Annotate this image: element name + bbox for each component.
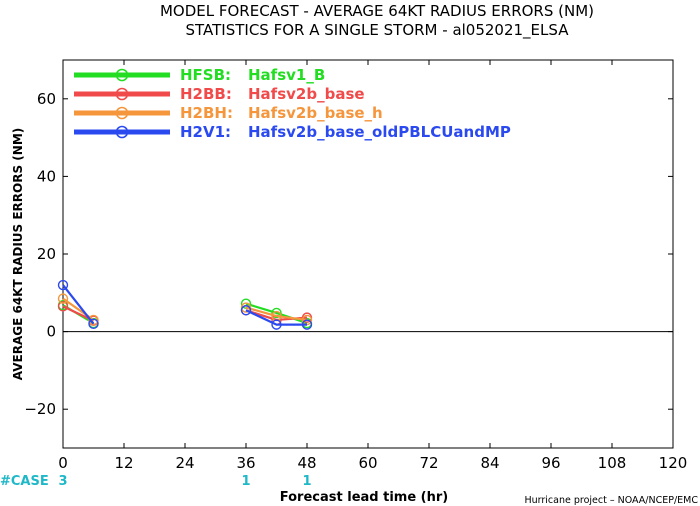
- x-tick-label: 12: [114, 454, 133, 472]
- data-point: [88, 314, 99, 326]
- data-point: [271, 319, 282, 330]
- data-point: [57, 301, 69, 312]
- legend-marker: [115, 87, 129, 101]
- y-tick-label: 60: [37, 90, 56, 108]
- legend-entry-desc: Hafsv1_B: [248, 66, 325, 84]
- legend-entry-desc: Hafsv2b_base_h: [248, 104, 383, 122]
- legend: HFSB: Hafsv1_B H2BB: Hafsv2b_base H2BH: Hafsv…: [74, 66, 511, 141]
- legend-entry-name: H2BB:: [180, 85, 232, 103]
- credit-text: Hurricane project – NOAA/NCEP/EMC: [524, 495, 698, 506]
- y-axis-label: AVERAGE 64KT RADIUS ERRORS (NM): [11, 128, 25, 380]
- series-3: [57, 279, 313, 330]
- case-count: 1: [241, 474, 250, 489]
- x-tick-label: 48: [297, 454, 316, 472]
- data-point: [240, 302, 252, 313]
- chart-subtitle: STATISTICS FOR A SINGLE STORM - al052021…: [186, 21, 570, 40]
- x-axis-label: Forecast lead time (hr): [280, 490, 448, 505]
- x-tick-label: 24: [175, 454, 194, 472]
- legend-marker: [115, 106, 129, 120]
- series-layer: [57, 279, 313, 330]
- y-tick-label: 40: [37, 167, 56, 185]
- legend-entry-desc: Hafsv2b_base: [248, 85, 365, 103]
- data-point: [301, 319, 313, 330]
- x-tick-label: 0: [58, 454, 68, 472]
- y-tick-label: 0: [46, 323, 56, 341]
- legend-entry-name: H2BH:: [180, 104, 233, 122]
- x-tick-label: 108: [598, 454, 627, 472]
- series-line: [245, 306, 308, 322]
- y-tick-label: −20: [24, 400, 56, 418]
- data-point: [240, 305, 252, 316]
- x-tick-label: 72: [419, 454, 438, 472]
- series-line: [62, 284, 95, 325]
- case-count: 3: [58, 474, 67, 489]
- x-tick-label: 36: [236, 454, 255, 472]
- legend-entry-name: H2V1:: [180, 123, 231, 141]
- data-point: [271, 307, 282, 319]
- case-count: 1: [302, 474, 311, 489]
- y-tick-label: 20: [37, 245, 56, 263]
- legend-marker: [115, 68, 129, 82]
- legend-entry-desc: Hafsv2b_base_oldPBLCUandMP: [248, 123, 511, 141]
- y-axis: −20 0 20 40 60: [24, 90, 673, 418]
- case-label: #CASE: [0, 474, 49, 489]
- case-counts: 3 1 1: [58, 474, 311, 489]
- x-tick-label: 120: [659, 454, 688, 472]
- series-line: [245, 309, 307, 326]
- x-tick-label: 84: [480, 454, 499, 472]
- x-tick-label: 60: [358, 454, 377, 472]
- x-axis: 0 12 24 36 48 60 72 84 96 108 120: [58, 60, 687, 472]
- data-point: [88, 318, 99, 330]
- legend-entry-name: HFSB:: [180, 66, 231, 84]
- x-tick-label: 96: [541, 454, 560, 472]
- chart-title: MODEL FORECAST - AVERAGE 64KT RADIUS ERR…: [160, 2, 594, 20]
- data-point: [57, 293, 69, 304]
- legend-marker: [115, 125, 129, 139]
- data-point: [57, 279, 69, 291]
